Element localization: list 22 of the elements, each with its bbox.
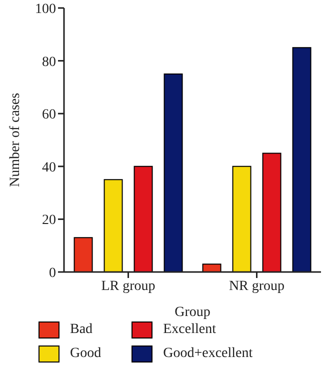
x-tick-label: LR group xyxy=(101,278,156,294)
bar xyxy=(292,47,312,272)
y-tick-label: 60 xyxy=(42,108,56,123)
x-tick-label: NR group xyxy=(228,278,285,294)
legend-label: Excellent xyxy=(163,322,216,338)
y-tick-label: 20 xyxy=(42,213,56,228)
legend-label: Good+excellent xyxy=(163,346,253,362)
y-tick-label: 0 xyxy=(49,266,56,281)
y-tick-label: 40 xyxy=(42,160,56,176)
bar xyxy=(134,166,153,272)
y-axis-title: Number of cases xyxy=(8,92,23,188)
bar xyxy=(104,179,123,272)
bar xyxy=(164,74,183,272)
bar xyxy=(74,237,93,272)
y-tick-label: 100 xyxy=(35,2,56,17)
bar xyxy=(232,166,252,272)
bar xyxy=(202,264,222,272)
x-axis-title: Group xyxy=(174,305,210,320)
y-tick-label: 80 xyxy=(42,54,56,70)
bar xyxy=(262,152,282,272)
legend-label: Bad xyxy=(70,322,93,338)
legend-label: Good xyxy=(70,346,102,362)
